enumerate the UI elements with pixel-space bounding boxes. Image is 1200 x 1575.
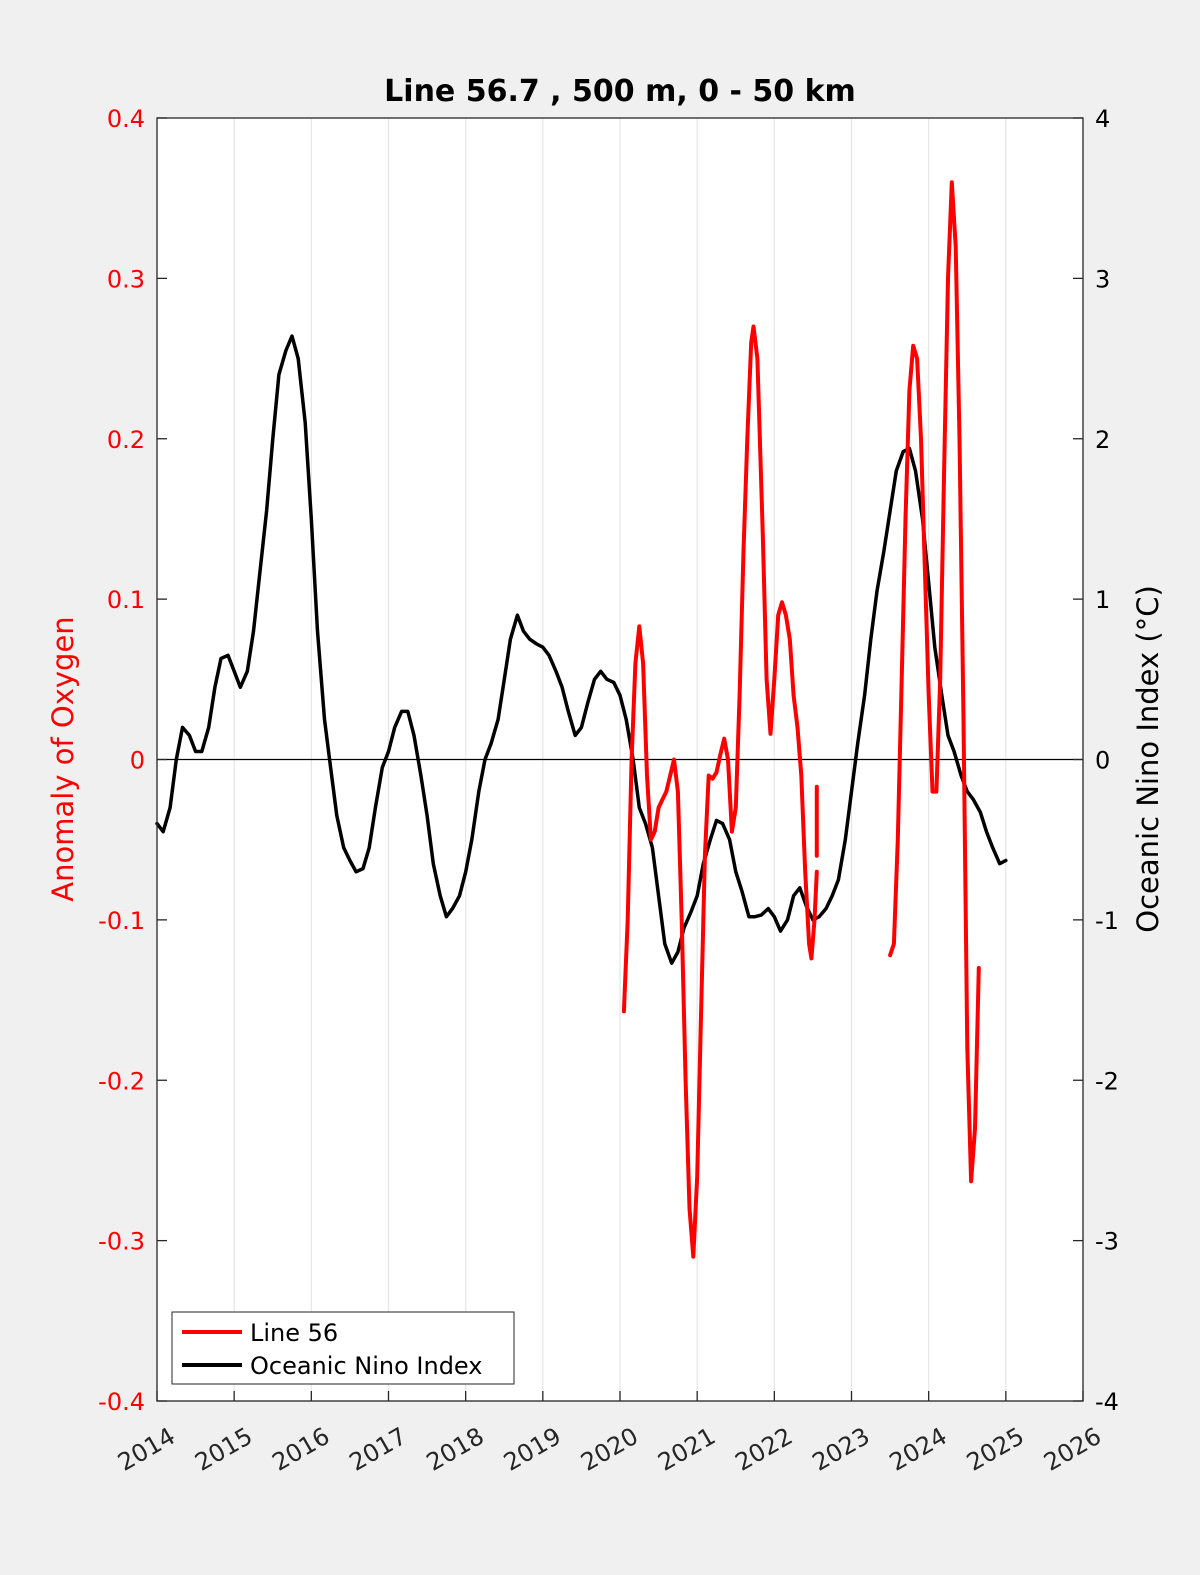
y-left-label: Anomaly of Oxygen bbox=[46, 616, 80, 901]
y-left-ticks: 0.4 0.3 0.2 0.1 0 -0.1 -0.2 -0.3 -0.4 bbox=[98, 105, 167, 1416]
y-right-tick-label: 3 bbox=[1095, 265, 1110, 293]
series-layer bbox=[155, 180, 1008, 1259]
legend-box bbox=[171, 1311, 515, 1385]
x-tick-label: 2016 bbox=[267, 1422, 334, 1477]
y-left-tick-label: 0 bbox=[130, 747, 145, 775]
chart-title: Line 56.7 , 500 m, 0 - 50 km bbox=[384, 74, 856, 109]
x-tick-label: 2024 bbox=[885, 1422, 952, 1477]
legend-label-oni: Oceanic Nino Index bbox=[250, 1352, 482, 1380]
y-right-tick-label: 0 bbox=[1095, 747, 1110, 775]
y-right-tick-label: -2 bbox=[1095, 1067, 1119, 1095]
y-left-tick-label: -0.3 bbox=[98, 1228, 145, 1256]
x-tick-label: 2017 bbox=[345, 1422, 412, 1477]
x-tick-label: 2020 bbox=[576, 1422, 643, 1477]
x-tick-label: 2025 bbox=[962, 1422, 1029, 1477]
series-line-line56-segment-3 bbox=[888, 180, 981, 1184]
x-tick-label: 2022 bbox=[730, 1422, 797, 1477]
legend: Line 56 Oceanic Nino Index bbox=[171, 1311, 515, 1385]
x-tick-label: 2023 bbox=[808, 1422, 875, 1477]
x-tick-label: 2026 bbox=[1039, 1422, 1106, 1477]
x-tick-label: 2015 bbox=[190, 1422, 257, 1477]
y-left-tick-label: -0.1 bbox=[98, 907, 145, 935]
x-ticks: 2014 2015 2016 2017 2018 2019 2020 2021 2022 2023… bbox=[113, 1391, 1106, 1477]
y-left-tick-label: 0.3 bbox=[107, 265, 145, 293]
x-tick-label: 2014 bbox=[113, 1422, 180, 1477]
y-left-tick-label: 0.1 bbox=[107, 586, 145, 614]
y-right-tick-label: 1 bbox=[1095, 586, 1110, 614]
series-line-line56-segment-1 bbox=[621, 324, 819, 1259]
y-left-tick-label: 0.4 bbox=[107, 105, 145, 133]
y-right-tick-label: -4 bbox=[1095, 1388, 1119, 1416]
legend-label-line56: Line 56 bbox=[250, 1319, 338, 1347]
y-left-tick-label: -0.2 bbox=[98, 1067, 145, 1095]
y-right-tick-label: -1 bbox=[1095, 907, 1119, 935]
y-right-tick-label: -3 bbox=[1095, 1228, 1119, 1256]
y-left-tick-label: 0.2 bbox=[107, 426, 145, 454]
y-left-tick-label: -0.4 bbox=[98, 1388, 145, 1416]
x-tick-label: 2021 bbox=[653, 1422, 720, 1477]
y-right-ticks: 4 3 2 1 0 -1 -2 -3 -4 bbox=[1073, 105, 1119, 1416]
x-tick-label: 2019 bbox=[499, 1422, 566, 1477]
series-line-oceanic-nino-index bbox=[155, 334, 1008, 965]
x-tick-label: 2018 bbox=[422, 1422, 489, 1477]
y-right-tick-label: 2 bbox=[1095, 426, 1110, 454]
y-right-tick-label: 4 bbox=[1095, 105, 1110, 133]
y-right-label: Oceanic Nino Index (°C) bbox=[1131, 585, 1165, 933]
